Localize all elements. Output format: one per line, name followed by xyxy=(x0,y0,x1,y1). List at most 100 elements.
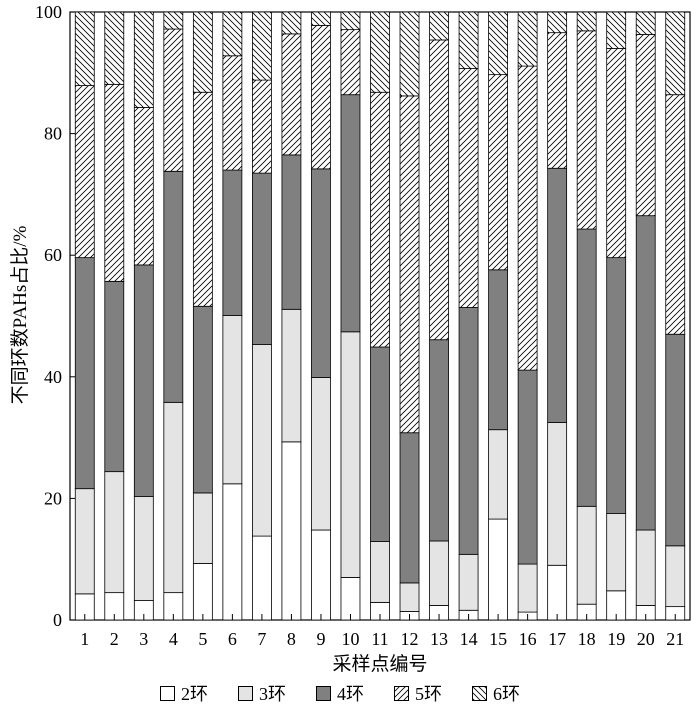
bar-segment xyxy=(311,529,331,621)
bar-segment xyxy=(488,429,508,520)
bar-segment xyxy=(606,257,627,514)
x-tick-label: 15 xyxy=(489,629,507,649)
bar-segment xyxy=(606,513,627,592)
legend-item: 4环 xyxy=(316,680,364,706)
bar-segment xyxy=(133,496,154,601)
bar-segment xyxy=(133,107,154,266)
y-axis-title: 不同环数PAHs占比/% xyxy=(9,225,31,404)
bar-segment xyxy=(104,83,125,282)
y-tick-label: 100 xyxy=(35,2,62,22)
bar-segment xyxy=(74,11,95,86)
bar-segment xyxy=(635,11,656,35)
x-tick-label: 20 xyxy=(637,629,655,649)
bar-segment xyxy=(281,33,302,156)
bar-segment xyxy=(133,264,154,497)
bar-segment xyxy=(635,34,656,217)
bar-segment xyxy=(370,11,390,93)
bar-segment xyxy=(488,11,508,76)
bar-segment xyxy=(429,339,449,542)
bar-segment xyxy=(488,74,508,271)
bar-segment xyxy=(576,228,597,507)
bar-segment xyxy=(252,344,272,537)
bar-segment xyxy=(252,79,272,174)
bar-segment xyxy=(192,91,213,307)
bar-segment xyxy=(399,432,420,584)
legend-swatch xyxy=(238,685,253,701)
bar-segment xyxy=(340,29,361,96)
legend-item: 2环 xyxy=(160,680,208,706)
bar-segment xyxy=(222,11,243,57)
bar-segment xyxy=(222,483,243,621)
bar-segment xyxy=(547,32,568,169)
y-tick-label: 0 xyxy=(53,610,62,630)
bar-segment xyxy=(370,346,390,542)
bar-segment xyxy=(576,505,597,605)
bar-segment xyxy=(429,540,449,606)
bar-segment xyxy=(104,280,125,473)
legend-item: 3环 xyxy=(238,680,286,706)
bar-segment xyxy=(311,24,331,170)
bar-segment xyxy=(311,11,331,26)
bar-segment xyxy=(399,95,420,434)
bar-segment xyxy=(370,91,390,348)
x-tick-label: 13 xyxy=(430,629,448,649)
bar-segment xyxy=(163,28,184,172)
bar-segment xyxy=(311,168,331,378)
bar-segment xyxy=(104,11,125,85)
x-tick-label: 14 xyxy=(460,629,478,649)
bar-segment xyxy=(252,172,272,345)
x-tick-label: 3 xyxy=(139,629,148,649)
x-tick-label: 1 xyxy=(80,629,89,649)
bar-segment xyxy=(192,563,213,621)
legend-label: 2环 xyxy=(181,684,208,704)
bar-segment xyxy=(606,48,627,259)
bar-segment xyxy=(192,305,213,494)
bar-segment xyxy=(576,11,597,32)
y-tick-label: 20 xyxy=(44,488,62,508)
x-tick-label: 18 xyxy=(578,629,596,649)
bar-segment xyxy=(340,331,361,578)
bar-segment xyxy=(163,401,184,594)
bar-segment xyxy=(547,564,568,621)
bar-segment xyxy=(281,308,302,443)
bar-segment xyxy=(370,541,390,603)
y-tick-label: 80 xyxy=(44,124,62,144)
bar-segment xyxy=(252,535,272,621)
bar-segment xyxy=(222,169,243,316)
legend: 2环 3环 4环 5环 6环 xyxy=(160,680,520,706)
legend-swatch xyxy=(316,685,331,701)
bar-segment xyxy=(665,545,686,608)
legend-item: 6环 xyxy=(472,680,520,706)
bar-segment xyxy=(399,11,420,97)
x-tick-label: 7 xyxy=(257,629,266,649)
bar-segment xyxy=(429,11,449,41)
x-tick-label: 10 xyxy=(341,629,359,649)
bar-segment xyxy=(163,11,184,30)
bar-segment xyxy=(458,11,479,69)
bar-segment xyxy=(252,11,272,81)
bar-segment xyxy=(74,488,95,595)
bar-segment xyxy=(74,257,95,490)
bar-segment xyxy=(665,94,686,335)
legend-swatch xyxy=(394,685,409,701)
bar-segment xyxy=(399,582,420,612)
bar-segment xyxy=(517,65,538,371)
bar-segment xyxy=(281,441,302,621)
x-tick-label: 12 xyxy=(401,629,419,649)
bar-segment xyxy=(458,68,479,308)
bar-segment xyxy=(547,11,568,34)
legend-label: 4环 xyxy=(337,684,364,704)
bar-segment xyxy=(192,11,213,93)
bar-segment xyxy=(74,85,95,259)
x-tick-label: 11 xyxy=(371,629,388,649)
bar-segment xyxy=(547,167,568,423)
bar-segment xyxy=(222,55,243,171)
x-tick-label: 21 xyxy=(666,629,684,649)
x-tick-label: 6 xyxy=(228,629,237,649)
bar-segment xyxy=(665,333,686,547)
legend-swatch xyxy=(472,685,487,701)
x-tick-label: 4 xyxy=(169,629,178,649)
bar-segment xyxy=(517,11,538,67)
